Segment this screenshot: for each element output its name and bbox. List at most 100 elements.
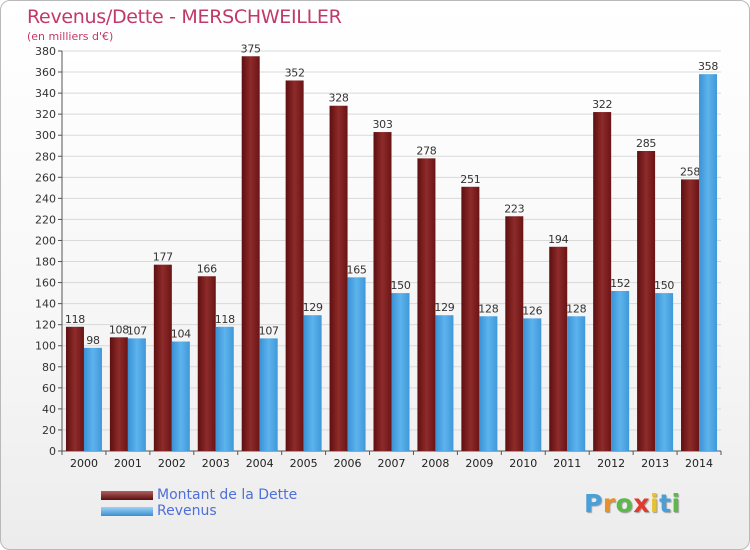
data-label: 166 (197, 262, 217, 275)
y-tick-label: 340 (35, 87, 56, 100)
data-label: 223 (504, 202, 524, 215)
bar-dette (593, 112, 612, 451)
chart-title: Revenus/Dette - MERSCHWEILLER (27, 6, 342, 28)
bar-revenus (611, 291, 630, 451)
x-tick-label: 2001 (114, 457, 142, 470)
x-tick-label: 2011 (553, 457, 581, 470)
bar-revenus (435, 315, 454, 451)
bar-revenus (699, 74, 718, 451)
data-label: 107 (127, 324, 147, 337)
data-label: 358 (698, 60, 718, 73)
y-tick-label: 180 (35, 256, 56, 269)
data-label: 129 (303, 301, 323, 314)
data-label: 194 (548, 233, 568, 246)
logo-letter: r (602, 489, 616, 518)
bar-revenus (391, 293, 410, 451)
bar-dette (373, 132, 392, 452)
x-tick-label: 2004 (246, 457, 274, 470)
x-tick-label: 2005 (290, 457, 318, 470)
data-label: 278 (416, 144, 436, 157)
bar-dette (329, 105, 348, 451)
legend-swatch-revenus (101, 507, 153, 516)
data-label: 303 (372, 118, 392, 131)
data-label: 98 (86, 334, 100, 347)
bar-dette (285, 80, 304, 451)
bar-dette (65, 326, 84, 451)
y-tick-label: 280 (35, 150, 56, 163)
y-tick-label: 120 (35, 319, 56, 332)
bar-revenus (567, 316, 586, 451)
y-tick-label: 140 (35, 298, 56, 311)
y-tick-label: 200 (35, 234, 56, 247)
bar-revenus (83, 347, 102, 451)
y-tick-label: 320 (35, 108, 56, 121)
y-tick-label: 240 (35, 192, 56, 205)
bar-dette (505, 216, 524, 451)
x-tick-label: 2009 (465, 457, 493, 470)
data-label: 352 (285, 66, 305, 79)
x-tick-label: 2000 (70, 457, 98, 470)
data-label: 165 (347, 263, 367, 276)
y-tick-label: 20 (42, 424, 56, 437)
x-tick-label: 2012 (597, 457, 625, 470)
y-tick-label: 380 (35, 45, 56, 58)
x-tick-label: 2007 (378, 457, 406, 470)
bar-revenus (259, 338, 278, 451)
data-label: 328 (329, 92, 349, 105)
data-label: 150 (390, 279, 410, 292)
data-label: 108 (109, 323, 129, 336)
y-tick-label: 300 (35, 129, 56, 142)
logo-letter: x (633, 489, 650, 518)
logo-letter: o (615, 489, 634, 518)
logo-letter: i (650, 489, 660, 518)
data-label: 107 (259, 324, 279, 337)
data-label: 251 (460, 173, 480, 186)
data-label: 375 (241, 42, 261, 55)
data-label: 104 (171, 328, 191, 341)
data-label: 150 (654, 279, 674, 292)
proxiti-logo: Proxiti (584, 489, 681, 518)
data-label: 118 (65, 313, 85, 326)
data-label: 285 (636, 137, 656, 150)
logo-letter: i (671, 489, 681, 518)
data-label: 152 (610, 277, 630, 290)
y-tick-label: 100 (35, 340, 56, 353)
y-tick-label: 260 (35, 171, 56, 184)
bar-revenus (523, 318, 542, 451)
bar-dette (109, 337, 128, 451)
y-tick-label: 220 (35, 213, 56, 226)
legend-label-revenus: Revenus (157, 503, 217, 519)
bar-revenus (479, 316, 498, 451)
legend-label-dette: Montant de la Dette (157, 487, 298, 503)
data-label: 177 (153, 251, 173, 264)
x-tick-label: 2002 (158, 457, 186, 470)
x-tick-label: 2003 (202, 457, 230, 470)
y-tick-label: 80 (42, 361, 56, 374)
x-tick-label: 2013 (641, 457, 669, 470)
data-label: 128 (566, 302, 586, 315)
bar-dette (241, 56, 260, 452)
x-tick-label: 2010 (509, 457, 537, 470)
data-label: 118 (215, 313, 235, 326)
data-label: 258 (680, 165, 700, 178)
x-tick-label: 2014 (685, 457, 713, 470)
bar-dette (549, 246, 568, 451)
x-tick-label: 2008 (421, 457, 449, 470)
bar-dette (637, 151, 656, 451)
logo-letter: t (659, 489, 672, 518)
chart-subtitle: (en milliers d'€) (27, 30, 114, 43)
bar-revenus (347, 277, 366, 451)
y-tick-label: 0 (49, 445, 56, 458)
bar-revenus (303, 315, 322, 451)
bar-revenus (127, 338, 146, 451)
data-label: 322 (592, 98, 612, 111)
y-tick-label: 60 (42, 382, 56, 395)
bar-revenus (171, 341, 190, 451)
bar-dette (681, 179, 700, 451)
data-label: 128 (478, 302, 498, 315)
y-tick-label: 160 (35, 277, 56, 290)
bar-dette (417, 158, 436, 452)
legend-swatch-dette (101, 491, 153, 500)
